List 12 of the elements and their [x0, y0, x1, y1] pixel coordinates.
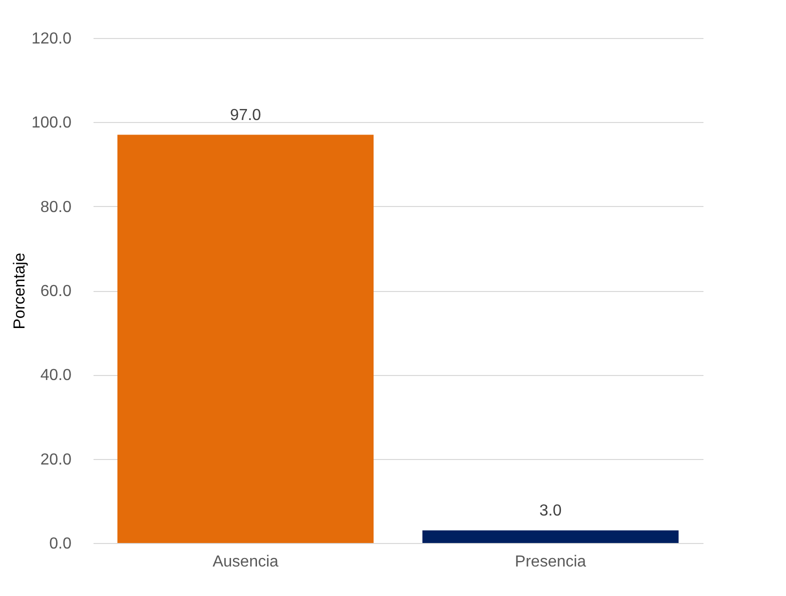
- y-tick-label: 40.0: [40, 367, 72, 384]
- y-axis-title: Porcentaje: [11, 252, 28, 330]
- data-label: 3.0: [539, 502, 562, 520]
- y-tick-label: 0.0: [49, 536, 72, 552]
- y-tick-label: 20.0: [40, 451, 72, 468]
- y-tick-label: 100.0: [31, 114, 72, 132]
- x-tick-label: Presencia: [514, 554, 586, 570]
- y-tick-label: 80.0: [40, 198, 72, 216]
- x-tick-label: Ausencia: [212, 554, 279, 570]
- y-tick-label: 120.0: [31, 30, 72, 48]
- y-tick-label: 60.0: [40, 283, 72, 300]
- data-label: 97.0: [230, 106, 262, 124]
